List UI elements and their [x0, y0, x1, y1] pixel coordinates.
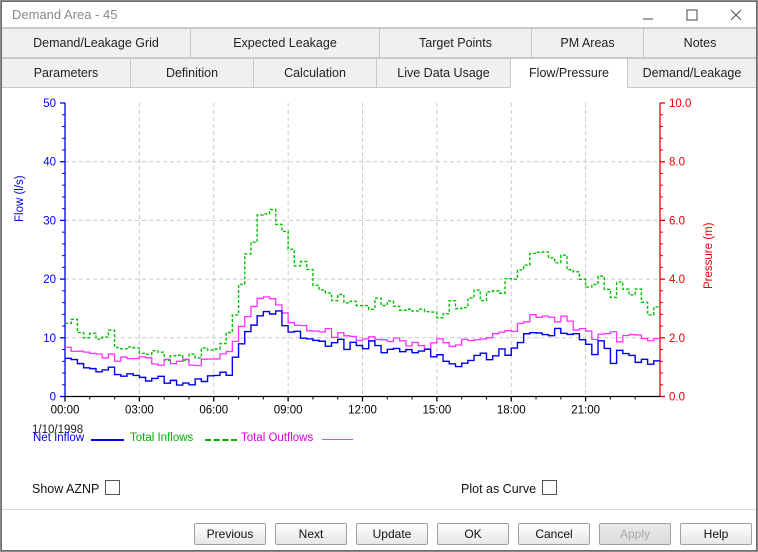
svg-text:10.0: 10.0	[669, 98, 691, 110]
svg-text:00:00: 00:00	[51, 405, 80, 417]
svg-text:40: 40	[43, 157, 56, 169]
svg-text:09:00: 09:00	[274, 405, 303, 417]
svg-text:50: 50	[43, 98, 56, 110]
svg-text:18:00: 18:00	[497, 405, 526, 417]
svg-text:21:00: 21:00	[571, 405, 600, 417]
svg-text:03:00: 03:00	[125, 405, 154, 417]
svg-text:30: 30	[43, 215, 56, 227]
svg-text:0.0: 0.0	[669, 392, 685, 404]
svg-text:15:00: 15:00	[422, 405, 451, 417]
svg-text:6.0: 6.0	[669, 215, 685, 227]
svg-text:8.0: 8.0	[669, 157, 685, 169]
svg-text:2.0: 2.0	[669, 333, 685, 345]
svg-text:20: 20	[43, 274, 56, 286]
svg-text:12:00: 12:00	[348, 405, 377, 417]
svg-text:0: 0	[50, 392, 56, 404]
svg-text:4.0: 4.0	[669, 274, 685, 286]
svg-text:10: 10	[43, 333, 56, 345]
svg-text:06:00: 06:00	[199, 405, 228, 417]
